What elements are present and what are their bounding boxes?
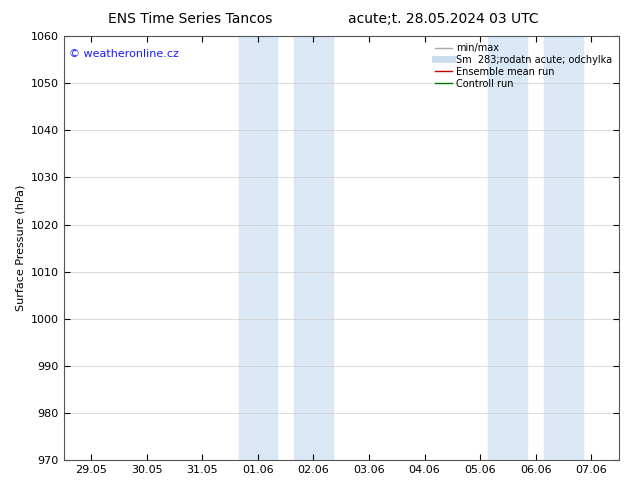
Bar	[488, 36, 527, 460]
Bar	[294, 36, 333, 460]
Bar	[544, 36, 583, 460]
Text: acute;t. 28.05.2024 03 UTC: acute;t. 28.05.2024 03 UTC	[349, 12, 539, 26]
Text: © weatheronline.cz: © weatheronline.cz	[69, 49, 179, 59]
Y-axis label: Surface Pressure (hPa): Surface Pressure (hPa)	[15, 185, 25, 311]
Bar	[238, 36, 278, 460]
Legend: min/max, Sm  283;rodatn acute; odchylka, Ensemble mean run, Controll run: min/max, Sm 283;rodatn acute; odchylka, …	[433, 41, 614, 91]
Text: ENS Time Series Tancos: ENS Time Series Tancos	[108, 12, 273, 26]
